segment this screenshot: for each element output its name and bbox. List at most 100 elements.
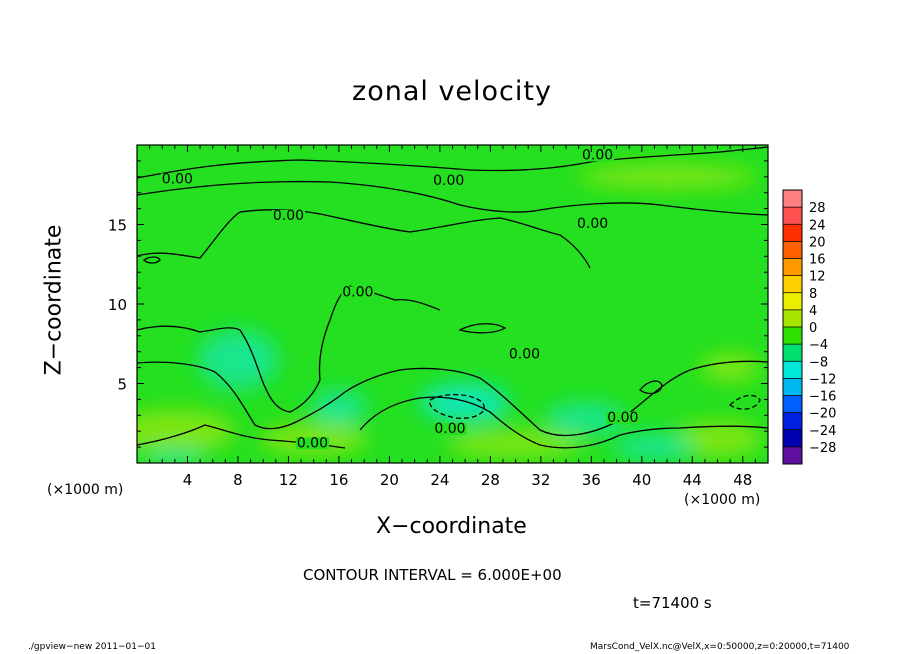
contour-label-bg — [160, 173, 194, 186]
colorbar-label: 12 — [809, 270, 826, 285]
colorbar-label: −20 — [809, 407, 836, 422]
contour-line — [458, 323, 507, 334]
colorbar-label: −8 — [809, 355, 828, 370]
contour-label: 0.00 — [297, 435, 328, 451]
shade-region — [137, 409, 235, 454]
shade-region — [577, 164, 758, 189]
contour-interval-note: CONTOUR INTERVAL = 6.000E+00 — [303, 566, 562, 584]
x-tick-label: 28 — [481, 471, 500, 489]
colorbar-swatch — [783, 309, 802, 328]
colorbar-label: −24 — [809, 424, 836, 439]
colorbar-swatch — [783, 395, 802, 414]
x-axis-unit-left: (×1000 m) — [47, 482, 124, 498]
x-axis-unit-right: (×1000 m) — [684, 492, 761, 508]
colorbar-label: 16 — [809, 253, 826, 268]
contour-line — [137, 209, 591, 269]
contour-label-bg — [271, 209, 306, 222]
colorbar-label: 0 — [809, 321, 817, 336]
shade-region — [144, 448, 205, 463]
colorbar-label: −16 — [809, 390, 836, 405]
y-tick-label: 10 — [108, 296, 127, 314]
shade-region — [672, 421, 763, 458]
footer-left: ./gpview−new 2011−01−01 — [28, 642, 156, 652]
colorbar-label: 24 — [809, 218, 826, 233]
contour-line — [137, 360, 768, 437]
contour-label-bg — [575, 217, 610, 230]
x-tick-label: 12 — [279, 471, 298, 489]
x-tick-label: 24 — [430, 471, 449, 489]
colorbar-swatch — [783, 190, 802, 208]
colorbar-swatch — [783, 292, 802, 311]
contour-line — [137, 146, 768, 179]
colorbar-swatch — [783, 275, 802, 294]
colorbar-swatch — [783, 344, 802, 362]
y-axis-label: Z−coordinate — [41, 224, 67, 376]
x-axis: 4 8 12 16 20 24 28 32 36 40 44 48 — [149, 145, 756, 489]
y-tick-label: 5 — [117, 376, 127, 394]
colorbar-label: −4 — [809, 338, 828, 353]
time-annotation: t=71400 s — [633, 594, 712, 612]
colorbar-label: −12 — [809, 372, 836, 387]
x-tick-label: 36 — [582, 471, 601, 489]
y-axis: 5 10 15 — [108, 160, 768, 448]
contour-label-bg — [606, 411, 640, 424]
contour-plot: 0.000.00 0.000.00 0.000.000.000.000.000.00… — [108, 144, 769, 489]
x-tick-label: 8 — [233, 471, 243, 489]
shade-region — [700, 353, 761, 382]
x-tick-label: 40 — [632, 471, 651, 489]
colorbar-swatch — [783, 327, 802, 345]
contour-line — [429, 393, 485, 419]
colorbar-swatch — [783, 429, 802, 448]
colorbar-swatch — [783, 241, 802, 259]
contour-line — [137, 180, 768, 216]
colorbar-swatch — [783, 378, 802, 396]
x-axis-label: X−coordinate — [376, 514, 527, 539]
colorbar: 28 24 20 16 12 8 4 0 −4 −8 −12 −16 −20 −24 −28 — [782, 189, 836, 465]
colorbar-swatch — [783, 207, 802, 225]
x-tick-label: 20 — [380, 471, 399, 489]
x-tick-label: 44 — [683, 471, 702, 489]
contour-label-bg — [581, 149, 615, 162]
contour-label: 0.00 — [273, 208, 304, 224]
shade-region — [197, 329, 278, 390]
colorbar-swatch — [783, 224, 802, 242]
chart-title: zonal velocity — [352, 76, 552, 107]
x-tick-label: 32 — [531, 471, 550, 489]
contour-label-bg — [433, 423, 467, 436]
contour-line — [639, 380, 663, 395]
field-shading — [137, 164, 763, 463]
contour-label: 0.00 — [162, 171, 193, 187]
colorbar-label: 20 — [809, 235, 826, 250]
shade-region — [445, 429, 586, 458]
contour-label-bg — [432, 174, 466, 187]
colorbar-swatch — [783, 258, 802, 277]
contour-label-bg — [295, 437, 330, 450]
shade-region — [420, 382, 511, 423]
x-tick-label: 48 — [733, 471, 752, 489]
shade-region — [310, 389, 367, 426]
contour-label: 0.00 — [582, 148, 613, 164]
contour-label: 0.00 — [433, 173, 464, 189]
contour-label: 0.00 — [577, 216, 608, 232]
contour-label: 0.00 — [342, 284, 373, 300]
colorbar-label: −28 — [809, 441, 836, 456]
shade-region — [614, 433, 695, 462]
contour-line — [728, 394, 761, 410]
contour-label: 0.00 — [509, 346, 540, 362]
contour-label: 0.00 — [607, 410, 638, 426]
contour-labels: 0.00 0.00 0.00 0.00 0.00 0.00 0.00 0.00 0.00 0.00 — [160, 148, 640, 451]
colorbar-label: 8 — [809, 287, 817, 302]
x-tick-label: 16 — [329, 471, 348, 489]
x-tick-label: 4 — [183, 471, 193, 489]
colorbar-swatch — [783, 446, 802, 465]
colorbar-label: 4 — [809, 304, 817, 319]
colorbar-swatch — [783, 361, 802, 379]
contour-line — [142, 256, 161, 264]
colorbar-swatch — [783, 412, 802, 431]
y-tick-label: 15 — [108, 217, 127, 235]
contour-label: 0.00 — [434, 421, 465, 437]
contour-label-bg — [341, 286, 375, 299]
colorbar-label: 28 — [809, 201, 826, 216]
contour-line — [359, 396, 768, 449]
